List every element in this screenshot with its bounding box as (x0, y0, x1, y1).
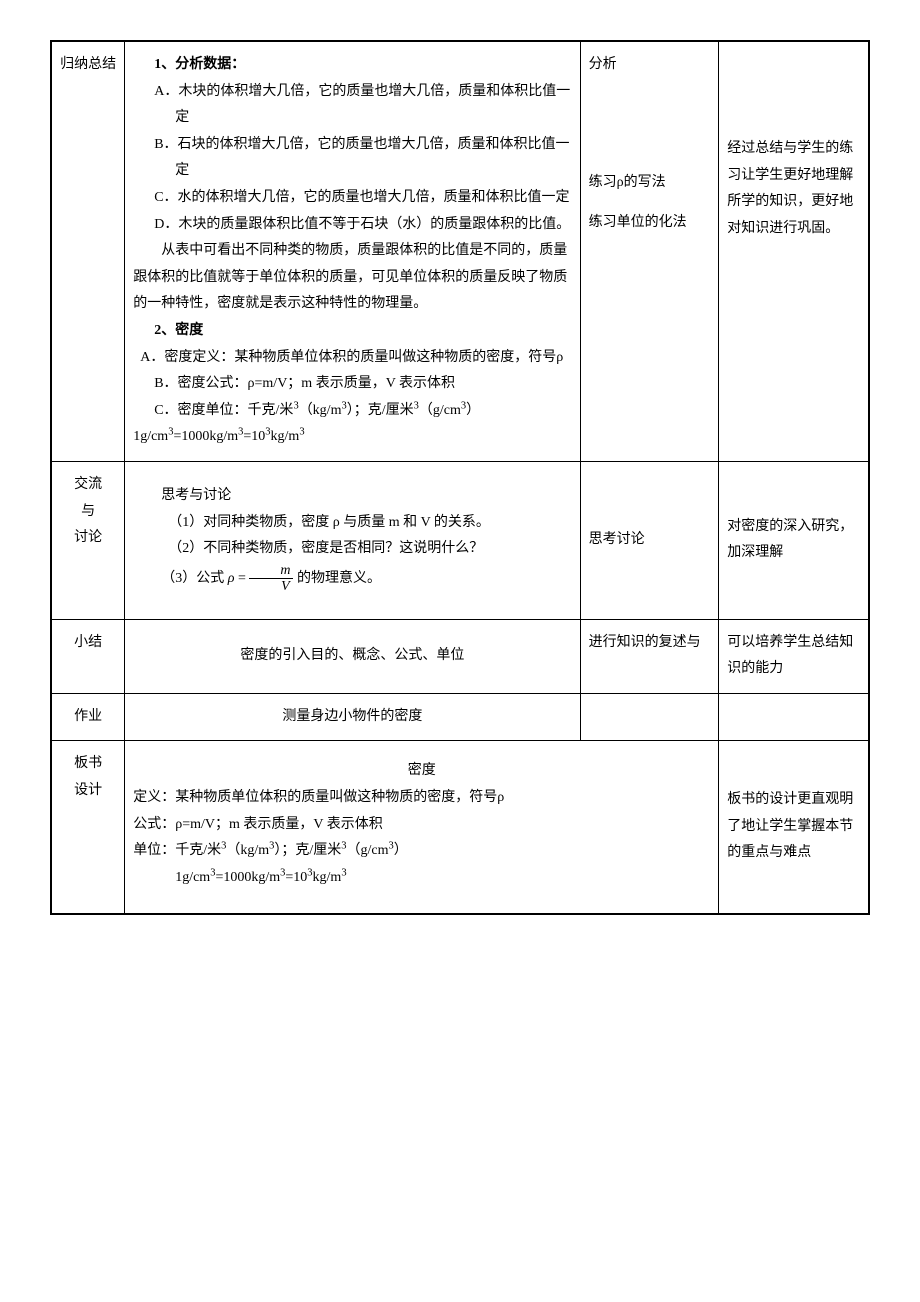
content-board: 密度 定义：某种物质单位体积的质量叫做这种物质的密度，符号ρ 公式：ρ=m/V；… (125, 741, 719, 914)
label-summary-text: 归纳总结 (60, 52, 116, 79)
col4-homework (719, 693, 869, 741)
label-discuss-text: 交流与讨论 (60, 472, 116, 552)
heading-density: 2、密度 (133, 318, 571, 345)
col4-conclusion: 可以培养学生总结知识的能力 (719, 619, 869, 693)
fraction-den: V (249, 579, 293, 594)
board-def: 定义：某种物质单位体积的质量叫做这种物质的密度，符号ρ (133, 785, 710, 812)
item-a: A．木块的体积增大几倍，它的质量也增大几倍，质量和体积比值一定 (133, 79, 571, 132)
col3-conclusion: 进行知识的复述与 (580, 619, 719, 693)
col3-homework (580, 693, 719, 741)
q3-prefix: （3）公式 (161, 571, 224, 586)
fraction-num: m (249, 563, 293, 579)
content-homework: 测量身边小物件的密度 (125, 693, 580, 741)
col3-practice-rho: 练习ρ的写法 (589, 170, 711, 197)
discuss-q2: （2）不同种类物质，密度是否相同？这说明什么？ (133, 536, 571, 563)
row-board: 板书设计 密度 定义：某种物质单位体积的质量叫做这种物质的密度，符号ρ 公式：ρ… (51, 741, 869, 914)
col3-summary: 分析 练习ρ的写法 练习单位的化法 (580, 41, 719, 461)
row-summary: 归纳总结 1、分析数据： A．木块的体积增大几倍，它的质量也增大几倍，质量和体积… (51, 41, 869, 461)
col3-analyze: 分析 (589, 52, 711, 79)
board-unit1: 单位：千克/米3（kg/m3）；克/厘米3（g/cm3） (133, 838, 710, 865)
row-conclusion: 小结 密度的引入目的、概念、公式、单位 进行知识的复述与 可以培养学生总结知识的… (51, 619, 869, 693)
q3-suffix: 的物理意义。 (297, 571, 381, 586)
heading-analyze: 1、分析数据： (133, 52, 571, 79)
item-c: C．水的体积增大几倍，它的质量也增大几倍，质量和体积比值一定 (133, 185, 571, 212)
col3-discuss: 思考讨论 (580, 461, 719, 619)
col3-discuss-text: 思考讨论 (589, 532, 645, 547)
document-page: 归纳总结 1、分析数据： A．木块的体积增大几倍，它的质量也增大几倍，质量和体积… (50, 40, 870, 915)
row-discuss: 交流与讨论 思考与讨论 （1）对同种类物质，密度 ρ 与质量 m 和 V 的关系… (51, 461, 869, 619)
row-homework: 作业 测量身边小物件的密度 (51, 693, 869, 741)
col4-summary-text: 经过总结与学生的练习让学生更好地理解所学的知识，更好地对知识进行巩固。 (727, 136, 860, 242)
label-homework: 作业 (51, 693, 125, 741)
label-discuss: 交流与讨论 (51, 461, 125, 619)
content-summary: 1、分析数据： A．木块的体积增大几倍，它的质量也增大几倍，质量和体积比值一定 … (125, 41, 580, 461)
label-summary: 归纳总结 (51, 41, 125, 461)
rho-symbol: ρ (228, 571, 235, 586)
label-board: 板书设计 (51, 741, 125, 914)
board-title: 密度 (133, 758, 710, 785)
para-conclusion: 从表中可看出不同种类的物质，质量跟体积的比值是不同的，质量跟体积的比值就等于单位… (133, 238, 571, 318)
col4-board: 板书的设计更直观明了地让学生掌握本节的重点与难点 (719, 741, 869, 914)
discuss-q1: （1）对同种类物质，密度 ρ 与质量 m 和 V 的关系。 (133, 510, 571, 537)
col4-discuss: 对密度的深入研究，加深理解 (719, 461, 869, 619)
item-d: D．木块的质量跟体积比值不等于石块（水）的质量跟体积的比值。 (133, 212, 571, 239)
col4-summary: 经过总结与学生的练习让学生更好地理解所学的知识，更好地对知识进行巩固。 (719, 41, 869, 461)
label-conclusion: 小结 (51, 619, 125, 693)
density-formula: B．密度公式：ρ=m/V；m 表示质量，V 表示体积 (133, 371, 571, 398)
density-unit-2: 1g/cm3=1000kg/m3=103kg/m3 (133, 424, 571, 451)
item-b: B．石块的体积增大几倍，它的质量也增大几倍，质量和体积比值一定 (133, 132, 571, 185)
lesson-plan-table: 归纳总结 1、分析数据： A．木块的体积增大几倍，它的质量也增大几倍，质量和体积… (50, 40, 870, 915)
label-board-text: 板书设计 (60, 751, 116, 804)
density-def: A．密度定义：某种物质单位体积的质量叫做这种物质的密度，符号ρ (140, 345, 571, 372)
content-discuss: 思考与讨论 （1）对同种类物质，密度 ρ 与质量 m 和 V 的关系。 （2）不… (125, 461, 580, 619)
density-unit-1: C．密度单位：千克/米3（kg/m3）；克/厘米3（g/cm3） (133, 398, 571, 425)
content-conclusion: 密度的引入目的、概念、公式、单位 (125, 619, 580, 693)
board-formula: 公式：ρ=m/V；m 表示质量，V 表示体积 (133, 812, 710, 839)
col3-practice-unit: 练习单位的化法 (589, 210, 711, 237)
discuss-q3: （3）公式 ρ = m V 的物理意义。 (133, 563, 571, 595)
col4-discuss-text: 对密度的深入研究，加深理解 (727, 519, 853, 561)
board-unit2: 1g/cm3=1000kg/m3=103kg/m3 (133, 865, 710, 892)
fraction: m V (249, 563, 293, 595)
discuss-heading: 思考与讨论 (133, 483, 571, 510)
